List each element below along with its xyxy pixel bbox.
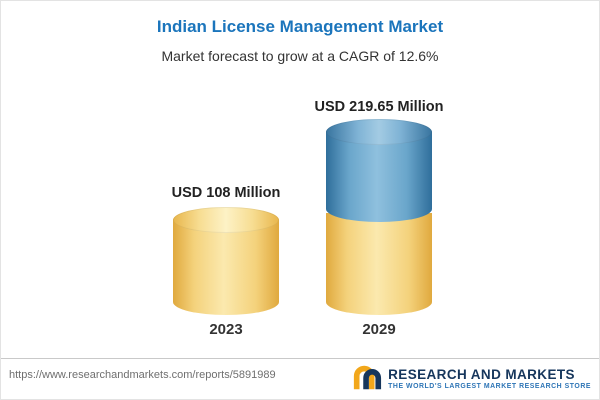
brand-text: RESEARCH AND MARKETS THE WORLD'S LARGEST… (388, 367, 591, 393)
footer-divider (1, 358, 599, 359)
brand-name: RESEARCH AND MARKETS (388, 366, 575, 382)
bar-2029-blue-segment (326, 132, 432, 222)
bar-2029-top-cap (326, 119, 432, 145)
report-url-link[interactable]: https://www.researchandmarkets.com/repor… (9, 369, 276, 381)
chart-subtitle: Market forecast to grow at a CAGR of 12.… (161, 48, 439, 64)
bar-value-label-2029: USD 219.65 Million (314, 99, 444, 115)
bar-value-label-2023: USD 108 Million (171, 185, 281, 201)
axis-label-2029: 2029 (362, 321, 396, 338)
page-title: Indian License Management Market (156, 17, 444, 36)
brand-tagline: THE WORLD'S LARGEST MARKET RESEARCH STOR… (388, 383, 591, 391)
bar-2023-cylinder (173, 220, 279, 315)
axis-label-2023: 2023 (209, 321, 243, 338)
research-and-markets-logo-icon (352, 362, 382, 397)
brand-block: RESEARCH AND MARKETS THE WORLD'S LARGEST… (352, 362, 591, 397)
bar-2029-yellow-segment (326, 213, 432, 315)
bar-2023-top-cap (173, 207, 279, 233)
